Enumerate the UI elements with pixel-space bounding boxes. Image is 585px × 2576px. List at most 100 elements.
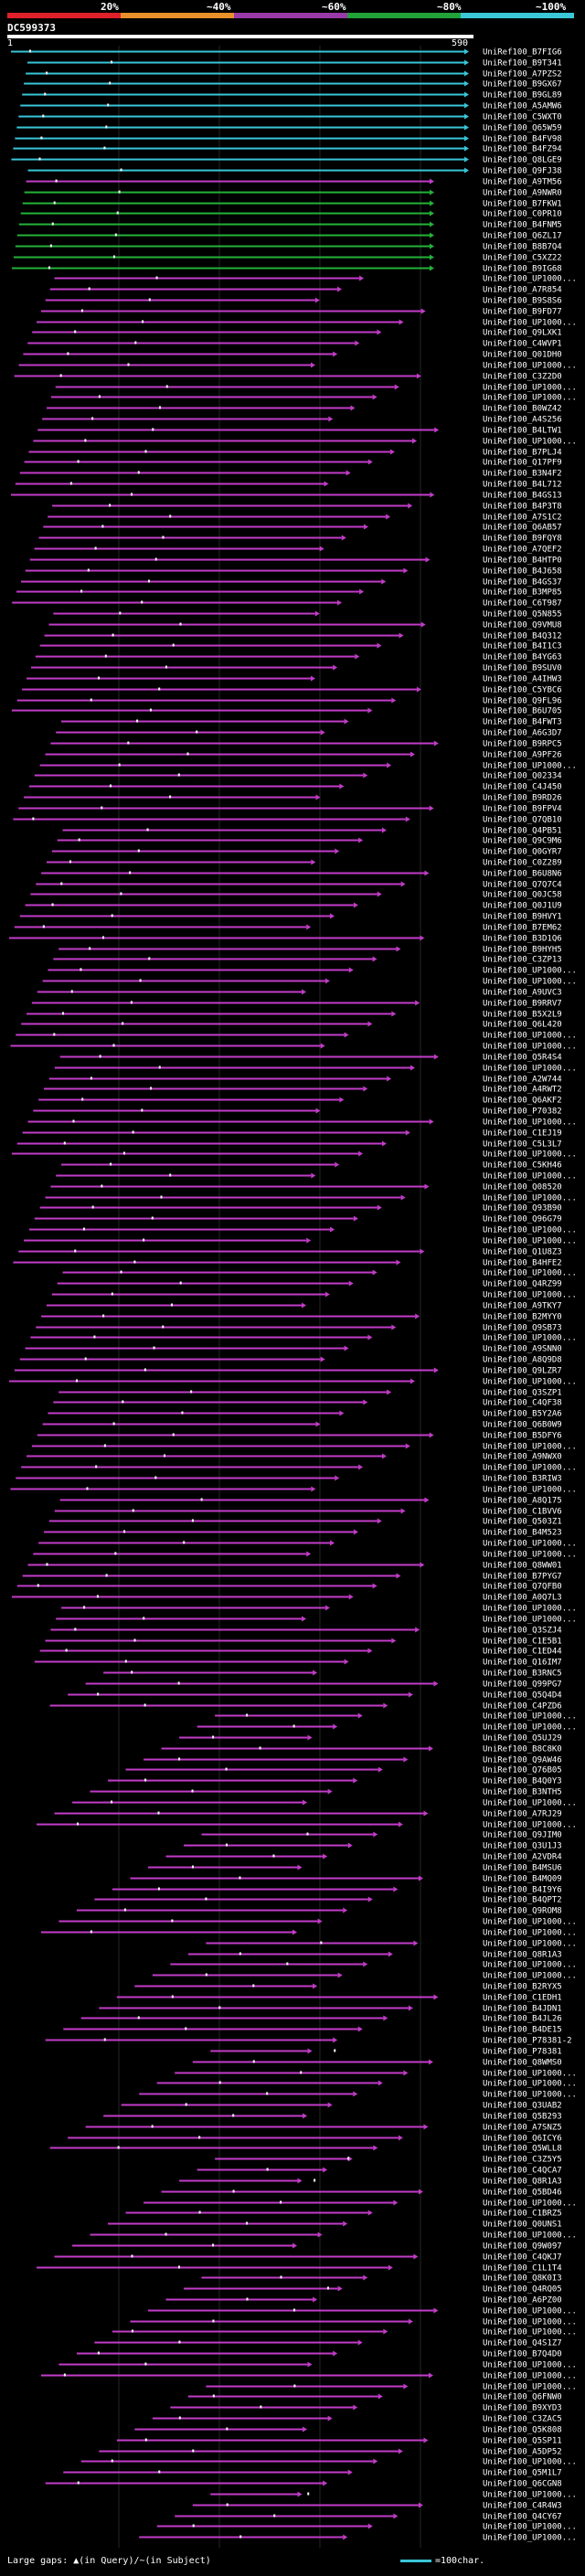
hit-row[interactable]: UniRef100_B8C8K0 <box>161 1745 562 1754</box>
hit-row[interactable]: UniRef100_B4GS13 <box>11 492 562 501</box>
hit-label[interactable]: UniRef100_B9FPV4 <box>483 805 562 814</box>
hit-label[interactable]: UniRef100_UP1000... <box>483 1540 577 1549</box>
hit-row[interactable]: UniRef100_C1ED44 <box>39 1648 562 1657</box>
hit-label[interactable]: UniRef100_C6T987 <box>483 599 562 609</box>
hit-label[interactable]: UniRef100_B8B7Q4 <box>483 243 562 252</box>
hit-row[interactable]: UniRef100_UP1000... <box>28 1226 577 1235</box>
hit-label[interactable]: UniRef100_B4FNM5 <box>483 221 562 230</box>
hit-row[interactable]: UniRef100_B4L712 <box>15 481 562 490</box>
hit-label[interactable]: UniRef100_Q76B05 <box>483 1766 562 1776</box>
hit-label[interactable]: UniRef100_Q0UNS1 <box>483 2221 562 2230</box>
hit-label[interactable]: UniRef100_UP1000... <box>483 1378 577 1387</box>
hit-label[interactable]: UniRef100_B9HYH5 <box>483 946 562 955</box>
hit-label[interactable]: UniRef100_C4J450 <box>483 783 562 792</box>
hit-label[interactable]: UniRef100_Q9C9M6 <box>483 837 562 846</box>
hit-row[interactable]: UniRef100_B7FKW1 <box>22 200 562 209</box>
hit-row[interactable]: UniRef100_Q3UAB2 <box>121 2102 562 2111</box>
hit-row[interactable]: UniRef100_Q9VMU8 <box>48 621 562 631</box>
hit-row[interactable]: UniRef100_Q6ZL17 <box>16 232 562 241</box>
hit-row[interactable]: UniRef100_UP1000... <box>175 2070 577 2079</box>
hit-row[interactable]: UniRef100_Q9JIM0 <box>201 1831 562 1840</box>
hit-row[interactable]: UniRef100_UP1000... <box>38 1540 577 1549</box>
hit-row[interactable]: UniRef100_Q65W59 <box>16 124 562 133</box>
hit-label[interactable]: UniRef100_Q4RQ05 <box>483 2285 562 2295</box>
hit-row[interactable]: UniRef100_A7S1C2 <box>48 514 562 523</box>
hit-row[interactable]: UniRef100_UP1000... <box>152 1972 577 1981</box>
hit-row[interactable]: UniRef100_Q5Q4D4 <box>68 1691 562 1701</box>
hit-label[interactable]: UniRef100_B4HTP0 <box>483 557 562 566</box>
hit-row[interactable]: UniRef100_A7QEF2 <box>34 546 562 555</box>
hit-label[interactable]: UniRef100_UP1000... <box>483 2361 577 2370</box>
hit-label[interactable]: UniRef100_B9GX67 <box>483 80 562 90</box>
hit-label[interactable]: UniRef100_Q16IM7 <box>483 1659 562 1668</box>
hit-row[interactable]: UniRef100_UP1000... <box>144 2200 577 2209</box>
hit-row[interactable]: UniRef100_Q16IM7 <box>34 1659 562 1668</box>
hit-row[interactable]: UniRef100_UP1000... <box>197 1723 577 1733</box>
hit-row[interactable]: UniRef100_C5KH46 <box>61 1161 562 1171</box>
hit-label[interactable]: UniRef100_C3Z5Y5 <box>483 2156 562 2165</box>
hit-row[interactable]: UniRef100_Q5B293 <box>103 2113 562 2122</box>
hit-row[interactable]: UniRef100_UP1000... <box>72 1799 577 1808</box>
hit-row[interactable]: UniRef100_A4IHW3 <box>27 675 562 684</box>
hit-label[interactable]: UniRef100_UP1000... <box>483 1464 577 1473</box>
hit-label[interactable]: UniRef100_B9HVY1 <box>483 913 562 922</box>
hit-row[interactable]: UniRef100_UP1000... <box>24 1237 577 1246</box>
hit-label[interactable]: UniRef100_C1BVV6 <box>483 1508 562 1517</box>
hit-row[interactable]: UniRef100_UP1000... <box>112 2328 577 2337</box>
hit-label[interactable]: UniRef100_UP1000... <box>483 1334 577 1343</box>
hit-row[interactable]: UniRef100_C5YBC6 <box>22 686 562 695</box>
hit-row[interactable]: UniRef100_Q9LZR7 <box>14 1367 562 1376</box>
hit-row[interactable]: UniRef100_Q5WLL8 <box>49 2145 562 2154</box>
hit-row[interactable]: UniRef100_P70382 <box>33 1108 562 1117</box>
hit-label[interactable]: UniRef100_UP1000... <box>483 1065 577 1074</box>
hit-label[interactable]: UniRef100_UP1000... <box>483 1551 577 1560</box>
hit-label[interactable]: UniRef100_B7FIG6 <box>483 48 562 58</box>
hit-row[interactable]: UniRef100_Q8R1A3 <box>179 2178 562 2187</box>
hit-row[interactable]: UniRef100_Q9LXK1 <box>32 329 562 338</box>
hit-label[interactable]: UniRef100_B9SUV0 <box>483 664 562 673</box>
hit-label[interactable]: UniRef100_UP1000... <box>483 2383 577 2392</box>
hit-row[interactable]: UniRef100_UP1000... <box>61 1605 577 1614</box>
hit-label[interactable]: UniRef100_Q6ICY6 <box>483 2135 562 2144</box>
hit-label[interactable]: UniRef100_A4S256 <box>483 416 562 425</box>
hit-label[interactable]: UniRef100_A9SNN0 <box>483 1345 562 1354</box>
hit-row[interactable]: UniRef100_C3ZAC5 <box>152 2415 562 2424</box>
hit-label[interactable]: UniRef100_B9T341 <box>483 59 562 69</box>
hit-row[interactable]: UniRef100_UP1000... <box>54 1065 577 1074</box>
hit-label[interactable]: UniRef100_UP1000... <box>483 1940 577 1949</box>
hit-label[interactable]: UniRef100_B9GL89 <box>483 91 562 101</box>
hit-label[interactable]: UniRef100_Q8R1A3 <box>483 2178 562 2187</box>
hit-row[interactable]: UniRef100_B4MQ09 <box>130 1875 562 1884</box>
hit-label[interactable]: UniRef100_Q9FJ38 <box>483 167 562 176</box>
hit-label[interactable]: UniRef100_UP1000... <box>483 2318 577 2327</box>
hit-row[interactable]: UniRef100_C1E5B1 <box>45 1638 562 1647</box>
hit-row[interactable]: UniRef100_B9HYH5 <box>58 946 562 955</box>
hit-row[interactable]: UniRef100_C1EJ19 <box>22 1129 562 1139</box>
hit-label[interactable]: UniRef100_UP1000... <box>483 438 577 447</box>
hit-row[interactable]: UniRef100_A5AMW6 <box>20 102 562 111</box>
hit-row[interactable]: UniRef100_UP1000... <box>9 1378 577 1387</box>
hit-label[interactable]: UniRef100_B4JDN1 <box>483 2005 562 2014</box>
hit-row[interactable]: UniRef100_C1BRZ5 <box>125 2210 562 2219</box>
hit-label[interactable]: UniRef100_C5L3L7 <box>483 1140 562 1150</box>
hit-row[interactable]: UniRef100_UP1000... <box>62 1269 577 1278</box>
hit-row[interactable]: UniRef100_UP1000... <box>51 1291 577 1300</box>
hit-row[interactable]: UniRef100_UP1000... <box>31 1443 577 1452</box>
hit-label[interactable]: UniRef100_Q5SP11 <box>483 2437 562 2446</box>
hit-label[interactable]: UniRef100_Q9SB73 <box>483 1324 562 1333</box>
hit-row[interactable]: UniRef100_UP1000... <box>56 1616 577 1625</box>
hit-label[interactable]: UniRef100_C4QCA7 <box>483 2167 562 2176</box>
hit-label[interactable]: UniRef100_A6PZ00 <box>483 2296 562 2306</box>
hit-label[interactable]: UniRef100_UP1000... <box>483 1194 577 1203</box>
hit-label[interactable]: UniRef100_B4I9Y6 <box>483 1886 562 1895</box>
hit-label[interactable]: UniRef100_UP1000... <box>483 384 577 393</box>
hit-label[interactable]: UniRef100_B9RRV7 <box>483 1000 562 1009</box>
hit-label[interactable]: UniRef100_UP1000... <box>483 1118 577 1128</box>
hit-label[interactable]: UniRef100_B4GS13 <box>483 492 562 501</box>
hit-label[interactable]: UniRef100_UP1000... <box>483 1291 577 1300</box>
hit-label[interactable]: UniRef100_UP1000... <box>483 2070 577 2079</box>
hit-label[interactable]: UniRef100_Q4RZ99 <box>483 1280 562 1289</box>
hit-label[interactable]: UniRef100_C3ZP13 <box>483 956 562 965</box>
hit-row[interactable]: UniRef100_UP1000... <box>147 2307 577 2316</box>
hit-row[interactable]: UniRef100_Q7QB10 <box>13 816 562 825</box>
